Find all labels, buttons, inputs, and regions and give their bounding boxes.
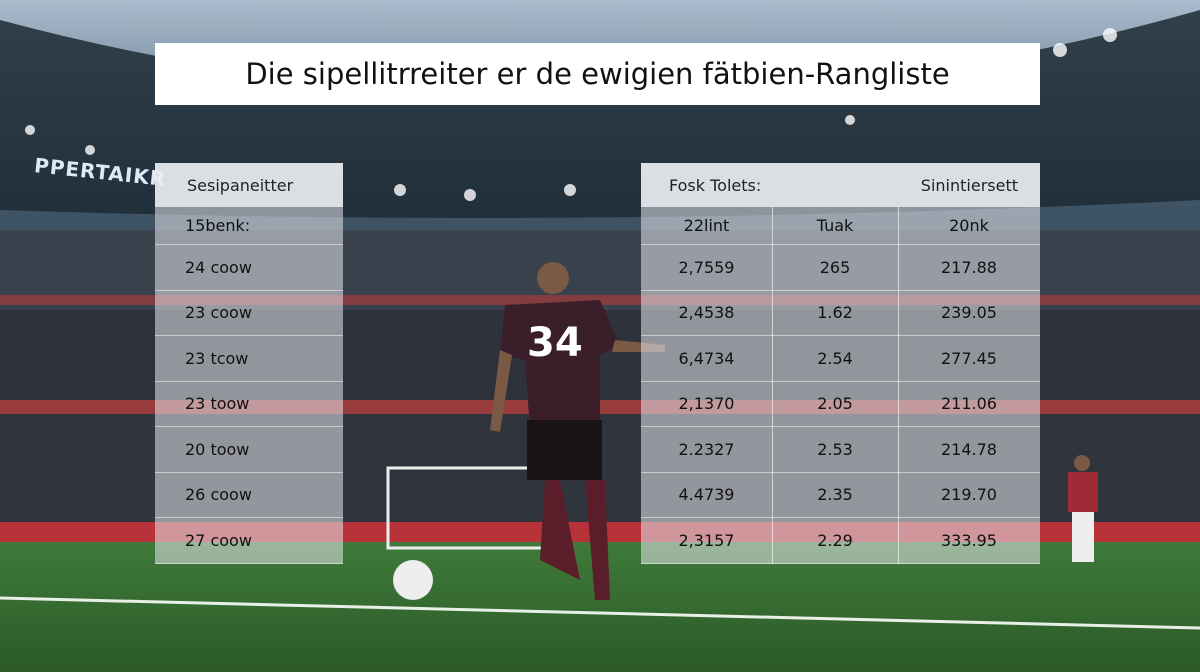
ball: [393, 560, 433, 600]
column-header: Tuak: [772, 207, 898, 245]
rank-cell: 23 toow: [155, 381, 343, 427]
value-cell: 2.54: [772, 336, 898, 382]
rank-cell: 23 coow: [155, 290, 343, 336]
page-title: Die sipellitrreiter er de ewigien fätbie…: [155, 43, 1040, 105]
column-header: 20nk: [898, 207, 1040, 245]
value-cell: 6,4734: [641, 336, 772, 382]
right-table-header: Fosk Tolets: Sinintiersett: [641, 163, 1040, 207]
value-cell: 211.06: [898, 381, 1040, 427]
rank-cell: 26 coow: [155, 472, 343, 518]
background-player: [1068, 455, 1098, 562]
rank-cell: 23 tcow: [155, 336, 343, 382]
value-cell: 239.05: [898, 290, 1040, 336]
column-divider: [772, 207, 773, 564]
left-subheader: 15benk:: [155, 207, 343, 245]
rank-cell: 20 toow: [155, 427, 343, 473]
value-cell: 214.78: [898, 427, 1040, 473]
jersey-number: 34: [527, 320, 583, 366]
value-cell: 4.4739: [641, 472, 772, 518]
value-cell: 277.45: [898, 336, 1040, 382]
value-cell: 2.2327: [641, 427, 772, 473]
value-cell: 2,7559: [641, 245, 772, 291]
player: [490, 262, 665, 600]
rank-cell: 24 coow: [155, 245, 343, 291]
value-cell: 2.29: [772, 518, 898, 564]
column-header: 22lint: [641, 207, 772, 245]
value-cell: 1.62: [772, 290, 898, 336]
value-cell: 219.70: [898, 472, 1040, 518]
header-text: Sinintiersett: [920, 175, 1018, 195]
value-cell: 333.95: [898, 518, 1040, 564]
value-cell: 2,3157: [641, 518, 772, 564]
value-cell: 2.05: [772, 381, 898, 427]
value-cell: 2,1370: [641, 381, 772, 427]
value-cell: 2.35: [772, 472, 898, 518]
column-divider: [898, 207, 899, 564]
value-cell: 2.53: [772, 427, 898, 473]
header-text: Fosk Tolets:: [669, 175, 762, 195]
value-cell: 217.88: [898, 245, 1040, 291]
left-table-header: Sesipaneitter: [155, 163, 343, 207]
value-cell: 2,4538: [641, 290, 772, 336]
rank-cell: 27 coow: [155, 518, 343, 564]
value-cell: 265: [772, 245, 898, 291]
